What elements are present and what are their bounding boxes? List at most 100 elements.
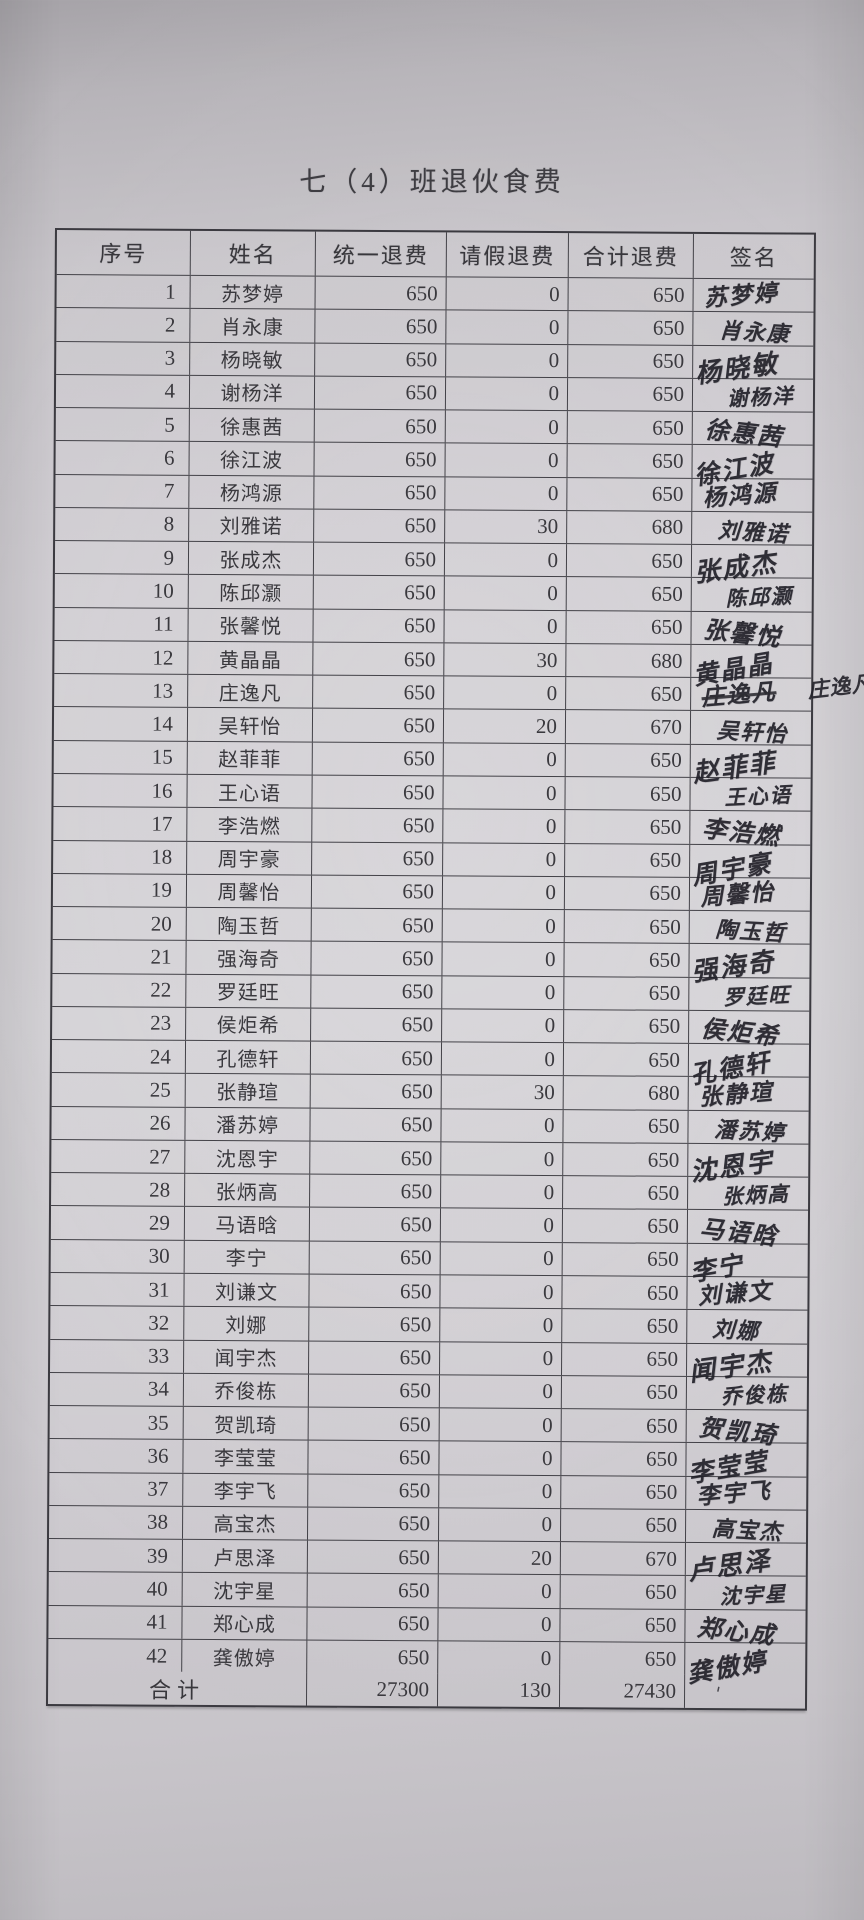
- signature-cell: 郑心成: [685, 1610, 805, 1650]
- student-name: 张静瑄: [185, 1074, 311, 1108]
- table-row: 5 徐惠茜 650 0 650 徐惠茜: [55, 408, 813, 452]
- leave-refund: 0: [442, 975, 565, 1009]
- table-header-row: 序号 姓名 统一退费 请假退费 合计退费 签名: [56, 230, 814, 280]
- signature-cell: 沈恩宇: [688, 1144, 808, 1188]
- combined-refund: 650: [560, 1508, 687, 1542]
- combined-refund: 650: [566, 677, 692, 711]
- student-name: 侯炬希: [186, 1007, 312, 1041]
- leave-refund: 0: [440, 1341, 563, 1375]
- unified-refund: 650: [314, 376, 447, 410]
- row-number: 17: [53, 807, 188, 841]
- signature-cell: 高宝杰: [686, 1510, 806, 1546]
- unified-refund: 650: [312, 808, 444, 842]
- student-name: 徐惠茜: [189, 408, 315, 442]
- student-name: 孔德轩: [185, 1040, 312, 1074]
- row-number: 35: [49, 1406, 184, 1440]
- combined-refund: 650: [563, 1143, 689, 1177]
- combined-refund: 650: [567, 411, 693, 445]
- signature-cell: 侯炬希: [689, 1011, 809, 1051]
- table-row: 26 潘苏婷 650 0 650 潘苏婷: [51, 1106, 809, 1146]
- unified-refund: 650: [309, 1274, 441, 1308]
- row-number: 15: [53, 740, 188, 774]
- combined-refund: 650: [564, 1009, 690, 1043]
- student-name: 张成杰: [188, 541, 315, 575]
- combined-refund: 680: [566, 644, 692, 678]
- table-row: 30 李宁 650 0 650 李宁: [50, 1239, 808, 1287]
- combined-refund: 650: [566, 610, 692, 644]
- row-number: 40: [48, 1572, 183, 1606]
- student-name: 郑心成: [182, 1606, 308, 1640]
- handwritten-signature: 李宇飞: [695, 1477, 773, 1510]
- leave-refund: 0: [443, 743, 566, 777]
- unified-refund: 650: [313, 675, 445, 709]
- combined-refund: 650: [561, 1409, 687, 1443]
- combined-refund: 650: [568, 344, 694, 378]
- signature-cell: 苏梦婷: [694, 279, 814, 312]
- table-row: 13 庄逸凡 650 0 650 庄逸凡 庄逸凡: [54, 671, 864, 713]
- row-number: 23: [52, 1006, 187, 1040]
- table-row: 37 李宇飞 650 0 650 李宇飞: [49, 1472, 807, 1511]
- signature-cell: 陈邱灏: [692, 578, 812, 611]
- leave-refund: 0: [445, 377, 569, 411]
- signature-cell: 周馨怡: [690, 878, 810, 911]
- unified-refund: 650: [310, 1141, 442, 1175]
- unified-refund: 650: [315, 309, 447, 343]
- student-name: 刘谦文: [184, 1273, 310, 1307]
- unified-refund: 650: [312, 742, 444, 776]
- table-row: 15 赵菲菲 650 0 650 赵菲菲: [53, 740, 811, 788]
- combined-refund: 650: [561, 1375, 687, 1409]
- row-number: 11: [54, 607, 189, 641]
- unified-refund: 650: [309, 1341, 441, 1375]
- table-row: 32 刘娜 650 0 650 刘娜: [50, 1306, 808, 1345]
- unified-refund: 650: [314, 476, 446, 510]
- student-name: 龚傲婷: [182, 1639, 308, 1673]
- combined-refund: 650: [568, 311, 694, 345]
- table-row: 3 杨晓敏 650 0 650 杨晓敏: [56, 341, 814, 389]
- row-number: 13: [54, 674, 189, 708]
- unified-refund: 650: [314, 409, 446, 443]
- total-signature-cell: ': [685, 1675, 805, 1709]
- row-number: 39: [48, 1539, 183, 1573]
- leave-refund: 0: [444, 576, 567, 610]
- leave-refund: 0: [446, 277, 569, 311]
- row-number: 6: [55, 441, 190, 475]
- row-number: 29: [50, 1206, 186, 1240]
- row-number: 9: [54, 541, 190, 575]
- combined-refund: 650: [560, 1642, 686, 1676]
- combined-refund: 670: [565, 710, 692, 744]
- signature-cell: 贺凯琦: [687, 1410, 807, 1451]
- student-name: 李宇飞: [183, 1473, 309, 1507]
- row-number: 27: [51, 1139, 186, 1173]
- student-name: 陈邱灏: [188, 575, 314, 609]
- combined-refund: 650: [565, 777, 691, 811]
- signature-cell: 杨晓敏: [693, 345, 813, 389]
- student-name: 闻宇杰: [184, 1340, 310, 1374]
- student-name: 李莹莹: [183, 1440, 309, 1474]
- leave-refund: 0: [445, 443, 568, 477]
- student-name: 黄晶晶: [188, 641, 314, 675]
- row-number: 16: [53, 773, 188, 808]
- leave-refund: 0: [442, 909, 565, 943]
- student-name: 肖永康: [190, 309, 316, 343]
- combined-refund: 650: [564, 976, 690, 1010]
- unified-refund: 650: [315, 343, 447, 377]
- student-name: 刘雅诺: [189, 508, 315, 542]
- unified-refund: 650: [307, 1640, 439, 1674]
- student-name: 卢思泽: [182, 1539, 308, 1573]
- student-name: 高宝杰: [182, 1506, 309, 1540]
- unified-refund: 650: [313, 642, 445, 676]
- table-row: 11 张馨悦 650 0 650 张馨悦: [54, 607, 812, 652]
- unified-refund: 650: [310, 1074, 442, 1109]
- row-number: 33: [50, 1339, 185, 1373]
- unified-refund: 650: [312, 775, 444, 809]
- student-name: 周宇豪: [187, 841, 313, 875]
- unified-refund: 650: [309, 1241, 441, 1275]
- combined-refund: 650: [563, 1176, 689, 1210]
- student-name: 陶玉哲: [186, 907, 312, 941]
- signature-cell: 庄逸凡 庄逸凡: [691, 671, 864, 711]
- total-leave-refund: 130: [437, 1673, 561, 1708]
- leave-refund: 0: [440, 1308, 563, 1342]
- table-row: 12 黄晶晶 650 30 680 黄晶晶: [54, 640, 812, 691]
- leave-refund: 0: [438, 1508, 562, 1542]
- leave-refund: 0: [438, 1641, 561, 1675]
